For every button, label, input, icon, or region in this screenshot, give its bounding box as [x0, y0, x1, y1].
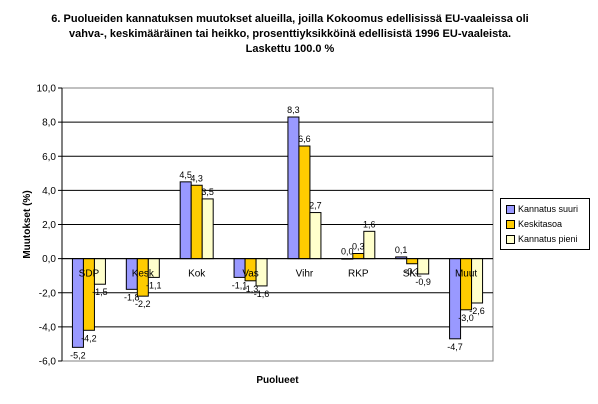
- data-label: -4,2: [81, 333, 97, 343]
- data-label: -1,5: [92, 287, 108, 297]
- legend-label: Keskitasoa: [518, 219, 563, 229]
- chart-title-line-2: vahva-, keskimääräinen tai heikko, prose…: [68, 28, 512, 40]
- data-label: 0,0: [341, 247, 354, 257]
- data-label: 1,6: [363, 219, 376, 229]
- y-axis-label: Muutokset (%): [22, 190, 33, 258]
- data-label: 4,3: [190, 173, 203, 183]
- y-tick-label: 6,0: [42, 152, 56, 163]
- y-tick-label: -4,0: [39, 322, 57, 333]
- data-label: -2,6: [469, 306, 485, 316]
- data-label: 2,7: [309, 201, 322, 211]
- bar: [406, 258, 419, 265]
- data-label: -1,1: [146, 280, 162, 290]
- data-label: -1,3: [243, 284, 259, 294]
- data-label: -4,7: [447, 342, 463, 352]
- data-label: -5,2: [70, 350, 86, 360]
- data-label: 0,1: [395, 245, 408, 255]
- y-tick-label: 10,0: [37, 84, 57, 95]
- legend-swatch: [506, 235, 515, 245]
- chart-title: 6. Puolueiden kannatuksen muutokset alue…: [40, 12, 540, 57]
- category-label: Vihr: [296, 269, 314, 280]
- category-label: SKL: [403, 269, 422, 280]
- data-label: 0,3: [352, 242, 365, 252]
- legend-item: Kannatus suuri: [506, 202, 578, 216]
- bar: [201, 198, 214, 260]
- category-label: Kok: [188, 269, 206, 280]
- chart-title-line-1: 6. Puolueiden kannatuksen muutokset alue…: [51, 13, 529, 25]
- data-label: -1,6: [254, 289, 270, 299]
- bar: [179, 181, 192, 260]
- category-label: Kesk: [132, 269, 155, 280]
- y-tick-label: 4,0: [42, 186, 56, 197]
- data-label: 3,5: [201, 187, 214, 197]
- y-tick-label: -2,0: [39, 288, 57, 299]
- chart-title-line-3: Laskettu 100.0 %: [245, 43, 335, 55]
- data-label: -1,8: [124, 292, 140, 302]
- category-label: RKP: [348, 269, 369, 280]
- data-label: -0,9: [415, 277, 431, 287]
- legend-item: Keskitasoa: [506, 217, 562, 231]
- bar: [363, 230, 376, 260]
- bar: [309, 212, 322, 260]
- legend-label: Kannatus pieni: [518, 234, 578, 244]
- chart-legend: Kannatus suuri Keskitasoa Kannatus pieni: [500, 198, 590, 250]
- data-label: 6,6: [298, 134, 311, 144]
- data-label: -3,0: [458, 313, 474, 323]
- y-tick-label: -6,0: [39, 357, 57, 368]
- data-label: -2,2: [135, 299, 151, 309]
- bar: [460, 258, 473, 311]
- y-tick-label: 0,0: [42, 254, 56, 265]
- data-label: -1,1: [232, 280, 248, 290]
- category-label: Vas: [242, 269, 259, 280]
- y-tick-label: 2,0: [42, 220, 56, 231]
- data-label: -0,3: [404, 267, 420, 277]
- legend-swatch: [506, 220, 515, 230]
- legend-item: Kannatus pieni: [506, 232, 578, 246]
- bar: [352, 253, 365, 260]
- legend-label: Kannatus suuri: [518, 204, 579, 214]
- legend-swatch: [506, 205, 515, 215]
- category-label: Muut: [455, 269, 477, 280]
- data-label: 8,3: [287, 105, 300, 115]
- y-tick-label: 8,0: [42, 118, 56, 129]
- data-label: 4,5: [179, 170, 192, 180]
- category-label: SDP: [79, 269, 100, 280]
- x-axis-label: Puolueet: [256, 375, 299, 386]
- bar: [471, 258, 484, 304]
